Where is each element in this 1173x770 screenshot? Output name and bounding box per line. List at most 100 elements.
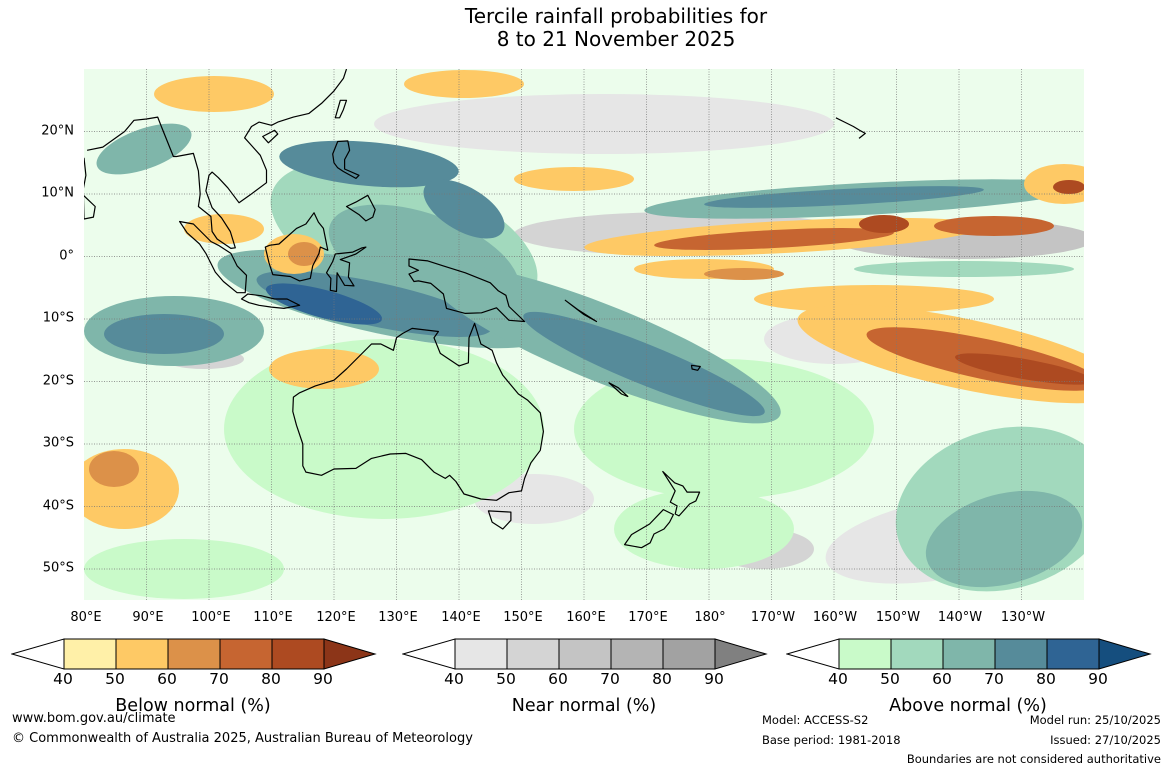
lon-label-170e: 170°E: [628, 610, 668, 625]
graticule: [84, 69, 1084, 600]
legend-above-tick: 60: [932, 670, 952, 688]
above-normal-area: [704, 186, 984, 208]
lon-label-140w: 140°W: [937, 610, 983, 625]
lon-label-180: 180°: [694, 610, 726, 625]
lon-label-170w: 170°W: [750, 610, 796, 625]
above-normal-area: [96, 123, 192, 175]
taiwan-coastline: [334, 99, 348, 119]
lon-label-150e: 150°E: [503, 610, 543, 625]
legend-above-tick: 50: [880, 670, 900, 688]
solomon-islands-coastline: [564, 299, 598, 323]
legend-lower-triangle: [786, 638, 840, 670]
fiji-coastline: [690, 364, 701, 371]
above-normal-area: [854, 261, 1074, 277]
below-normal-area: [1053, 180, 1084, 194]
legend-below-tick: 60: [157, 670, 177, 688]
legend-below-tick: 90: [313, 670, 333, 688]
borneo-coastline: [264, 212, 329, 282]
legend-near-normal: [402, 638, 768, 670]
lon-label-110e: 110°E: [253, 610, 293, 625]
legend-swatch: [271, 638, 325, 670]
probability-map: [84, 69, 1084, 600]
model-run-date: Model run: 25/10/2025: [1029, 713, 1161, 727]
australia-coastline: [292, 322, 544, 501]
legend-swatch: [558, 638, 612, 670]
sumatra-coastline: [179, 220, 248, 294]
legend-swatch: [63, 638, 117, 670]
below-normal-area: [154, 76, 274, 112]
below-normal-area: [654, 228, 894, 250]
above-normal-area: [523, 311, 765, 417]
lon-label-100e: 100°E: [191, 610, 231, 625]
legend-swatch: [610, 638, 664, 670]
legend-swatch: [167, 638, 221, 670]
below-normal-area: [269, 349, 379, 389]
hainan-coastline: [262, 129, 279, 144]
legend-upper-triangle: [714, 638, 768, 670]
below-normal-area: [934, 216, 1054, 236]
base-period: Base period: 1981-2018: [762, 733, 901, 747]
issued-date: Issued: 27/10/2025: [1050, 733, 1161, 747]
legend-swatch: [838, 638, 892, 670]
legend-near-tick: 80: [652, 670, 672, 688]
legend-lower-triangle: [402, 638, 456, 670]
map-title: Tercile rainfall probabilities for 8 to …: [0, 5, 1173, 51]
near-normal-area: [374, 94, 834, 154]
above-normal-area: [614, 489, 794, 569]
below-normal-area: [514, 167, 634, 191]
boundaries-disclaimer: Boundaries are not considered authoritat…: [906, 752, 1161, 766]
below-normal-area: [754, 285, 994, 313]
lon-label-120e: 120°E: [316, 610, 356, 625]
legend-above-tick: 40: [828, 670, 848, 688]
lon-label-130e: 130°E: [378, 610, 418, 625]
legend-swatch: [115, 638, 169, 670]
legend-above-tick: 80: [1036, 670, 1056, 688]
legend-swatch: [662, 638, 716, 670]
legend-below-tick: 70: [209, 670, 229, 688]
lat-label-equator: 0°: [59, 248, 74, 264]
lon-label-150w: 150°W: [875, 610, 921, 625]
legend-swatch: [890, 638, 944, 670]
lat-label-20s: 20°S: [42, 373, 74, 389]
legend-swatch: [506, 638, 560, 670]
below-normal-area: [955, 353, 1084, 385]
lon-label-90e: 90°E: [132, 610, 164, 625]
legend-swatch: [454, 638, 508, 670]
legend-swatch: [942, 638, 996, 670]
lon-label-160w: 160°W: [812, 610, 858, 625]
below-normal-area: [404, 70, 524, 98]
below-normal-area: [704, 268, 784, 280]
legend-below-tick: 50: [105, 670, 125, 688]
lon-label-80e: 80°E: [70, 610, 102, 625]
legend-below-title: Below normal (%): [115, 696, 271, 716]
above-normal-area: [265, 283, 383, 325]
sri-lanka-coastline: [84, 195, 96, 220]
hawaii-coastline: [835, 117, 866, 139]
asia-mainland-coastline: [86, 69, 348, 249]
legend-near-tick: 90: [704, 670, 724, 688]
legend-above-normal: [786, 638, 1152, 670]
legend-below-normal: [11, 638, 377, 670]
legend-above-title: Above normal (%): [889, 696, 1047, 716]
legend-upper-triangle: [323, 638, 377, 670]
title-line-1: Tercile rainfall probabilities for: [464, 4, 768, 28]
lat-label-20n: 20°N: [41, 123, 74, 139]
below-normal-area: [89, 451, 139, 487]
copyright-text: © Commonwealth of Australia 2025, Austra…: [12, 731, 473, 746]
legend-below-tick: 40: [53, 670, 73, 688]
below-normal-area: [288, 242, 320, 266]
legend-near-tick: 60: [548, 670, 568, 688]
model-name: Model: ACCESS-S2: [762, 713, 869, 727]
legend-above-tick: 70: [984, 670, 1004, 688]
lon-label-160e: 160°E: [566, 610, 606, 625]
legend-lower-triangle: [11, 638, 65, 670]
title-line-2: 8 to 21 November 2025: [496, 27, 736, 51]
mindanao-coastline: [345, 194, 376, 222]
website-link[interactable]: www.bom.gov.au/climate: [12, 711, 176, 726]
lat-label-50s: 50°S: [42, 560, 74, 576]
above-normal-area: [104, 314, 224, 354]
legend-near-tick: 70: [600, 670, 620, 688]
coastlines: [84, 69, 866, 549]
legend-near-tick: 50: [496, 670, 516, 688]
legend-swatch: [219, 638, 273, 670]
